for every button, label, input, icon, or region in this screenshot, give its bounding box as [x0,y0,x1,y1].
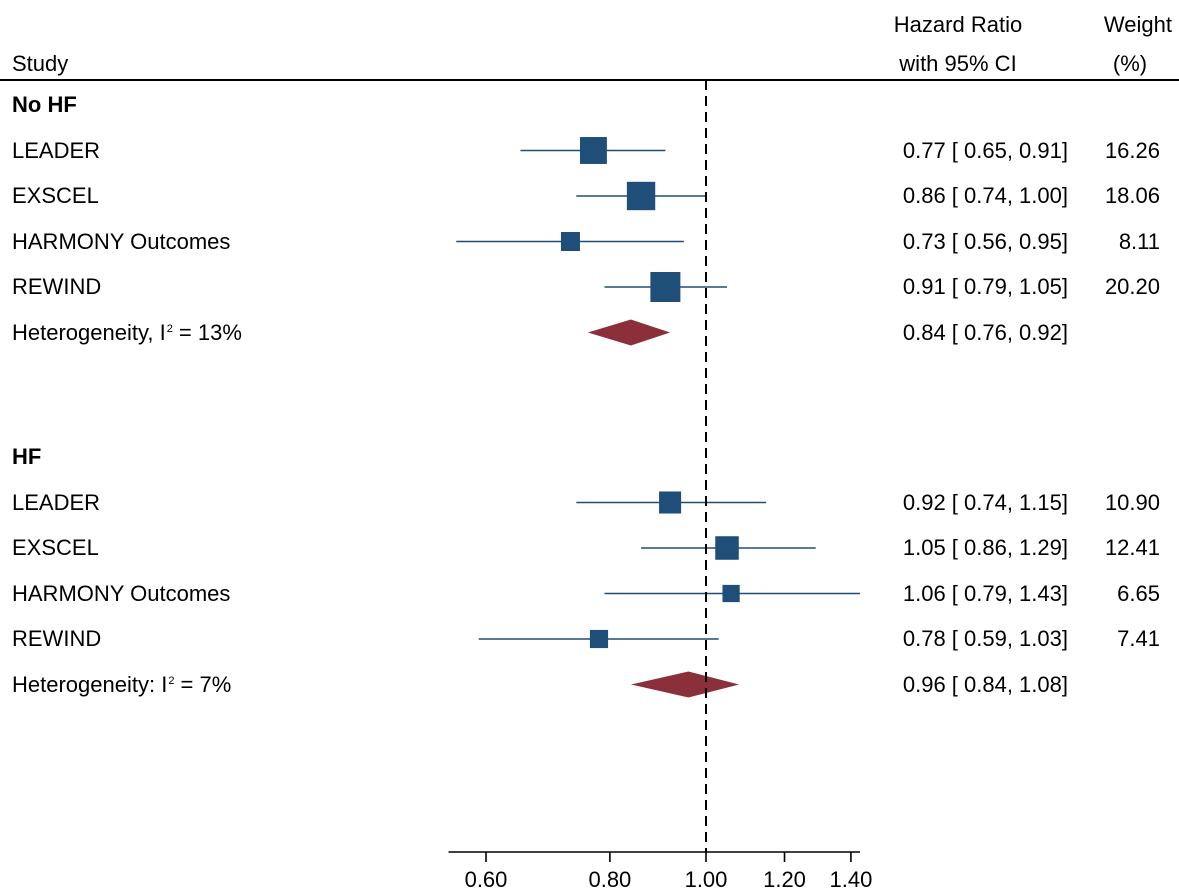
hazard-ratio-ci: 0.77 [ 0.65, 0.91] [902,137,1068,163]
hazard-ratio-header-line1: Hazard Ratio [893,12,1023,37]
study-weight: 8.11 [1118,228,1160,254]
plot-marks [456,80,861,852]
study-weight: 10.90 [1104,489,1160,515]
study-estimate-marker [715,536,739,560]
x-tick-label: 1.20 [763,867,806,890]
pooled-hazard-ratio-ci: 0.96 [ 0.84, 1.08] [902,671,1068,697]
heterogeneity-label: Heterogeneity: I2 = 7% [12,671,232,697]
x-axis: 0.60 0.80 1.00 1.20 1.40 [448,851,872,890]
study-weight: 7.41 [1117,626,1160,651]
study-name: LEADER [12,137,101,163]
hazard-ratio-ci: 0.78 [ 0.59, 1.03] [902,626,1068,651]
hazard-ratio-ci: 1.05 [ 0.86, 1.29] [902,535,1068,560]
hazard-ratio-ci: 0.92 [ 0.74, 1.15] [902,489,1068,515]
study-estimate-marker [659,491,682,514]
study-estimate-marker [560,231,580,252]
pooled-estimate-diamond [630,671,740,698]
study-estimate-marker [626,181,656,211]
study-weight: 6.65 [1117,580,1160,606]
study-estimate-marker [650,272,681,302]
weight-header-line2: (%) [1112,51,1148,76]
hazard-ratio-ci: 0.91 [ 0.79, 1.05] [902,274,1068,299]
study-name: EXSCEL [12,535,99,560]
pooled-hazard-ratio-ci: 0.84 [ 0.76, 0.92] [902,319,1068,345]
x-tick-label: 1.00 [685,867,728,890]
weight-header-line1: Weight [1103,12,1172,37]
study-name: HARMONY Outcomes [12,580,231,606]
study-name: LEADER [12,489,101,515]
hazard-ratio-ci: 0.86 [ 0.74, 1.00] [902,183,1068,208]
study-estimate-marker [589,629,609,649]
x-tick-label: 0.80 [588,867,631,890]
group-label: No HF [12,92,77,117]
study-name: EXSCEL [12,183,99,208]
x-tick-label: 0.60 [465,867,508,890]
x-tick-label: 1.40 [829,867,872,890]
study-name: REWIND [12,626,102,651]
study-column-header: Study [12,51,69,76]
study-name: REWIND [12,274,102,299]
study-weight: 18.06 [1104,183,1160,208]
hazard-ratio-ci: 0.73 [ 0.56, 0.95] [902,228,1068,254]
study-estimate-marker [579,137,607,164]
pooled-estimate-diamond [587,319,671,346]
study-weight: 20.20 [1104,274,1160,299]
group-label: HF [12,444,42,469]
study-name: HARMONY Outcomes [12,228,231,254]
study-weight: 16.26 [1104,137,1160,163]
hazard-ratio-header-line2: with 95% CI [899,51,1017,76]
heterogeneity-label: Heterogeneity, I2 = 13% [12,319,242,345]
study-weight: 12.41 [1104,535,1160,560]
hazard-ratio-ci: 1.06 [ 0.79, 1.43] [902,580,1068,606]
study-estimate-marker [722,584,740,603]
